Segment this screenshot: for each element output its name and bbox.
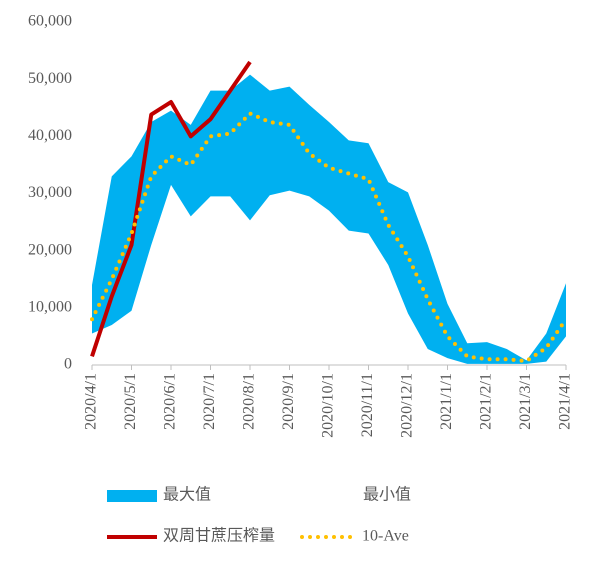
legend-swatch: [307, 490, 357, 502]
x-tick-label: 2020/9/1: [280, 373, 297, 430]
x-tick-label: 2020/5/1: [122, 373, 139, 430]
x-tick-label: 2020/8/1: [241, 373, 258, 430]
y-tick-label: 20,000: [28, 241, 72, 258]
x-tick-label: 2021/4/1: [557, 373, 574, 430]
legend-label: 最小值: [363, 486, 411, 504]
x-tick-label: 2020/12/1: [399, 373, 416, 438]
x-tick-label: 2020/4/1: [83, 373, 100, 430]
legend-label: 10-Ave: [362, 528, 409, 545]
y-tick-label: 50,000: [28, 70, 72, 87]
y-tick-label: 0: [64, 356, 72, 373]
x-tick-label: 2021/3/1: [517, 373, 534, 430]
legend-swatch: [107, 490, 157, 502]
legend-label: 最大值: [163, 486, 211, 504]
legend-label: 双周甘蔗压榨量: [163, 527, 275, 545]
x-tick-label: 2020/10/1: [320, 373, 337, 438]
line: [90, 60, 252, 358]
line: [90, 111, 568, 364]
x-tick-label: 2021/2/1: [478, 373, 495, 430]
x-tick-label: 2020/11/1: [359, 373, 376, 437]
y-tick-label: 30,000: [28, 184, 72, 201]
y-tick-label: 40,000: [28, 127, 72, 144]
x-tick-label: 2020/7/1: [201, 373, 218, 430]
area: [92, 184, 566, 365]
x-tick-label: 2021/1/1: [438, 373, 455, 430]
y-tick-label: 60,000: [28, 13, 72, 30]
x-tick-label: 2020/6/1: [162, 373, 179, 430]
y-tick-label: 10,000: [28, 299, 72, 316]
